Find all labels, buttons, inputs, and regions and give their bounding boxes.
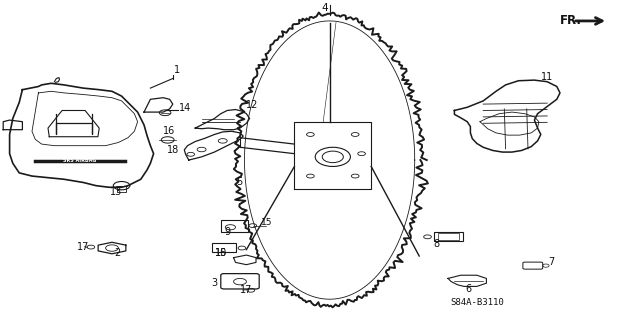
Text: 16: 16 [163,126,175,136]
Text: 17: 17 [240,285,253,295]
Bar [212,243,236,252]
Text: 5: 5 [236,177,243,187]
Text: SRS AIRBAG: SRS AIRBAG [63,158,97,163]
Text: 8: 8 [433,239,440,249]
Text: 9: 9 [224,227,230,237]
Text: FR.: FR. [560,14,582,27]
Text: S84A-B3110: S84A-B3110 [450,298,504,307]
Text: 13: 13 [110,188,123,197]
Text: 3: 3 [211,278,218,288]
Text: 7: 7 [548,257,554,267]
Text: 18: 18 [167,145,179,155]
Text: 15: 15 [214,248,227,258]
Text: 10: 10 [215,248,227,258]
Text: 2: 2 [114,248,120,258]
Text: 15: 15 [260,218,272,227]
Text: 12: 12 [246,100,259,110]
Text: 6: 6 [465,284,472,294]
Text: 11: 11 [541,72,553,82]
Text: 4: 4 [321,3,328,13]
Text: 17: 17 [77,242,90,252]
Bar [221,220,248,232]
Text: 1: 1 [174,65,180,75]
Bar [438,233,459,240]
Text: 14: 14 [179,103,191,113]
Bar [434,232,463,241]
Bar [117,186,126,192]
